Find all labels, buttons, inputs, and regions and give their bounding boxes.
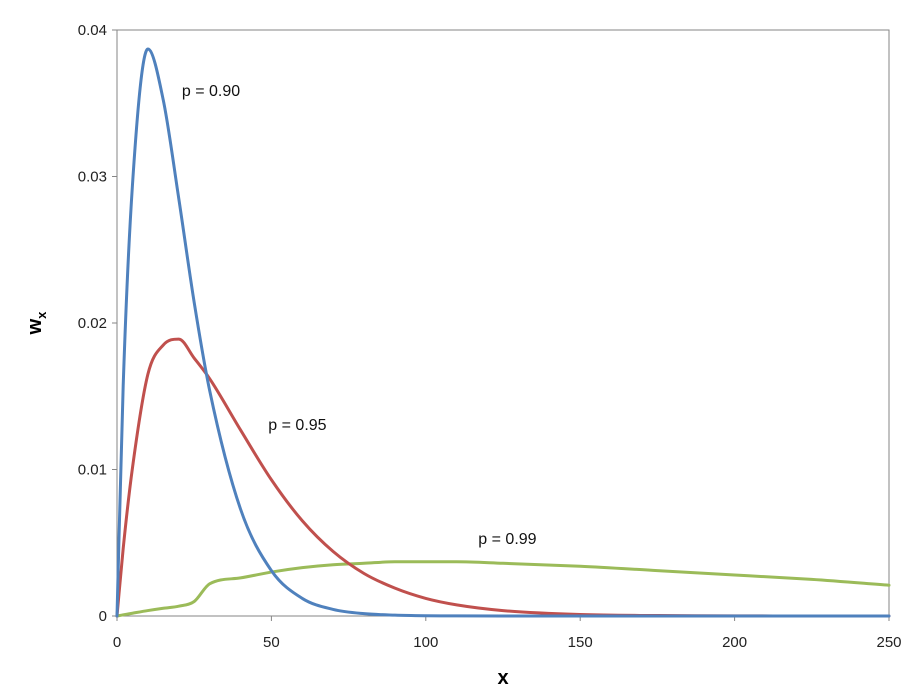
annotations: p = 0.90 p = 0.95 p = 0.99 (182, 83, 537, 548)
x-axis-title: x (497, 667, 508, 689)
y-tick-label: 0 (99, 608, 107, 625)
x-tick-label: 250 (876, 634, 901, 651)
y-axis-ticks: 0 0.01 0.02 0.03 0.04 (78, 22, 117, 625)
x-tick-label: 100 (413, 634, 438, 651)
series-annotation: p = 0.90 (182, 83, 240, 100)
y-axis-title-subscript: x (34, 311, 49, 319)
series-annotation: p = 0.99 (478, 531, 536, 548)
series-line-0 (115, 47, 891, 618)
series-annotation: p = 0.95 (268, 417, 326, 434)
x-tick-label: 50 (263, 634, 280, 651)
y-axis-title: wx (24, 311, 49, 336)
y-tick-label: 0.04 (78, 22, 107, 39)
y-tick-label: 0.02 (78, 315, 107, 332)
plot-area (116, 29, 890, 617)
y-axis-title-main: w (24, 318, 46, 335)
x-tick-label: 150 (568, 634, 593, 651)
series-line-2 (115, 560, 891, 618)
y-tick-label: 0.01 (78, 462, 107, 479)
x-tick-label: 0 (113, 634, 121, 651)
y-tick-label: 0.03 (78, 169, 107, 186)
series-layer (115, 47, 891, 618)
x-axis-ticks: 0 50 100 150 200 250 (113, 616, 902, 651)
x-tick-label: 200 (722, 634, 747, 651)
